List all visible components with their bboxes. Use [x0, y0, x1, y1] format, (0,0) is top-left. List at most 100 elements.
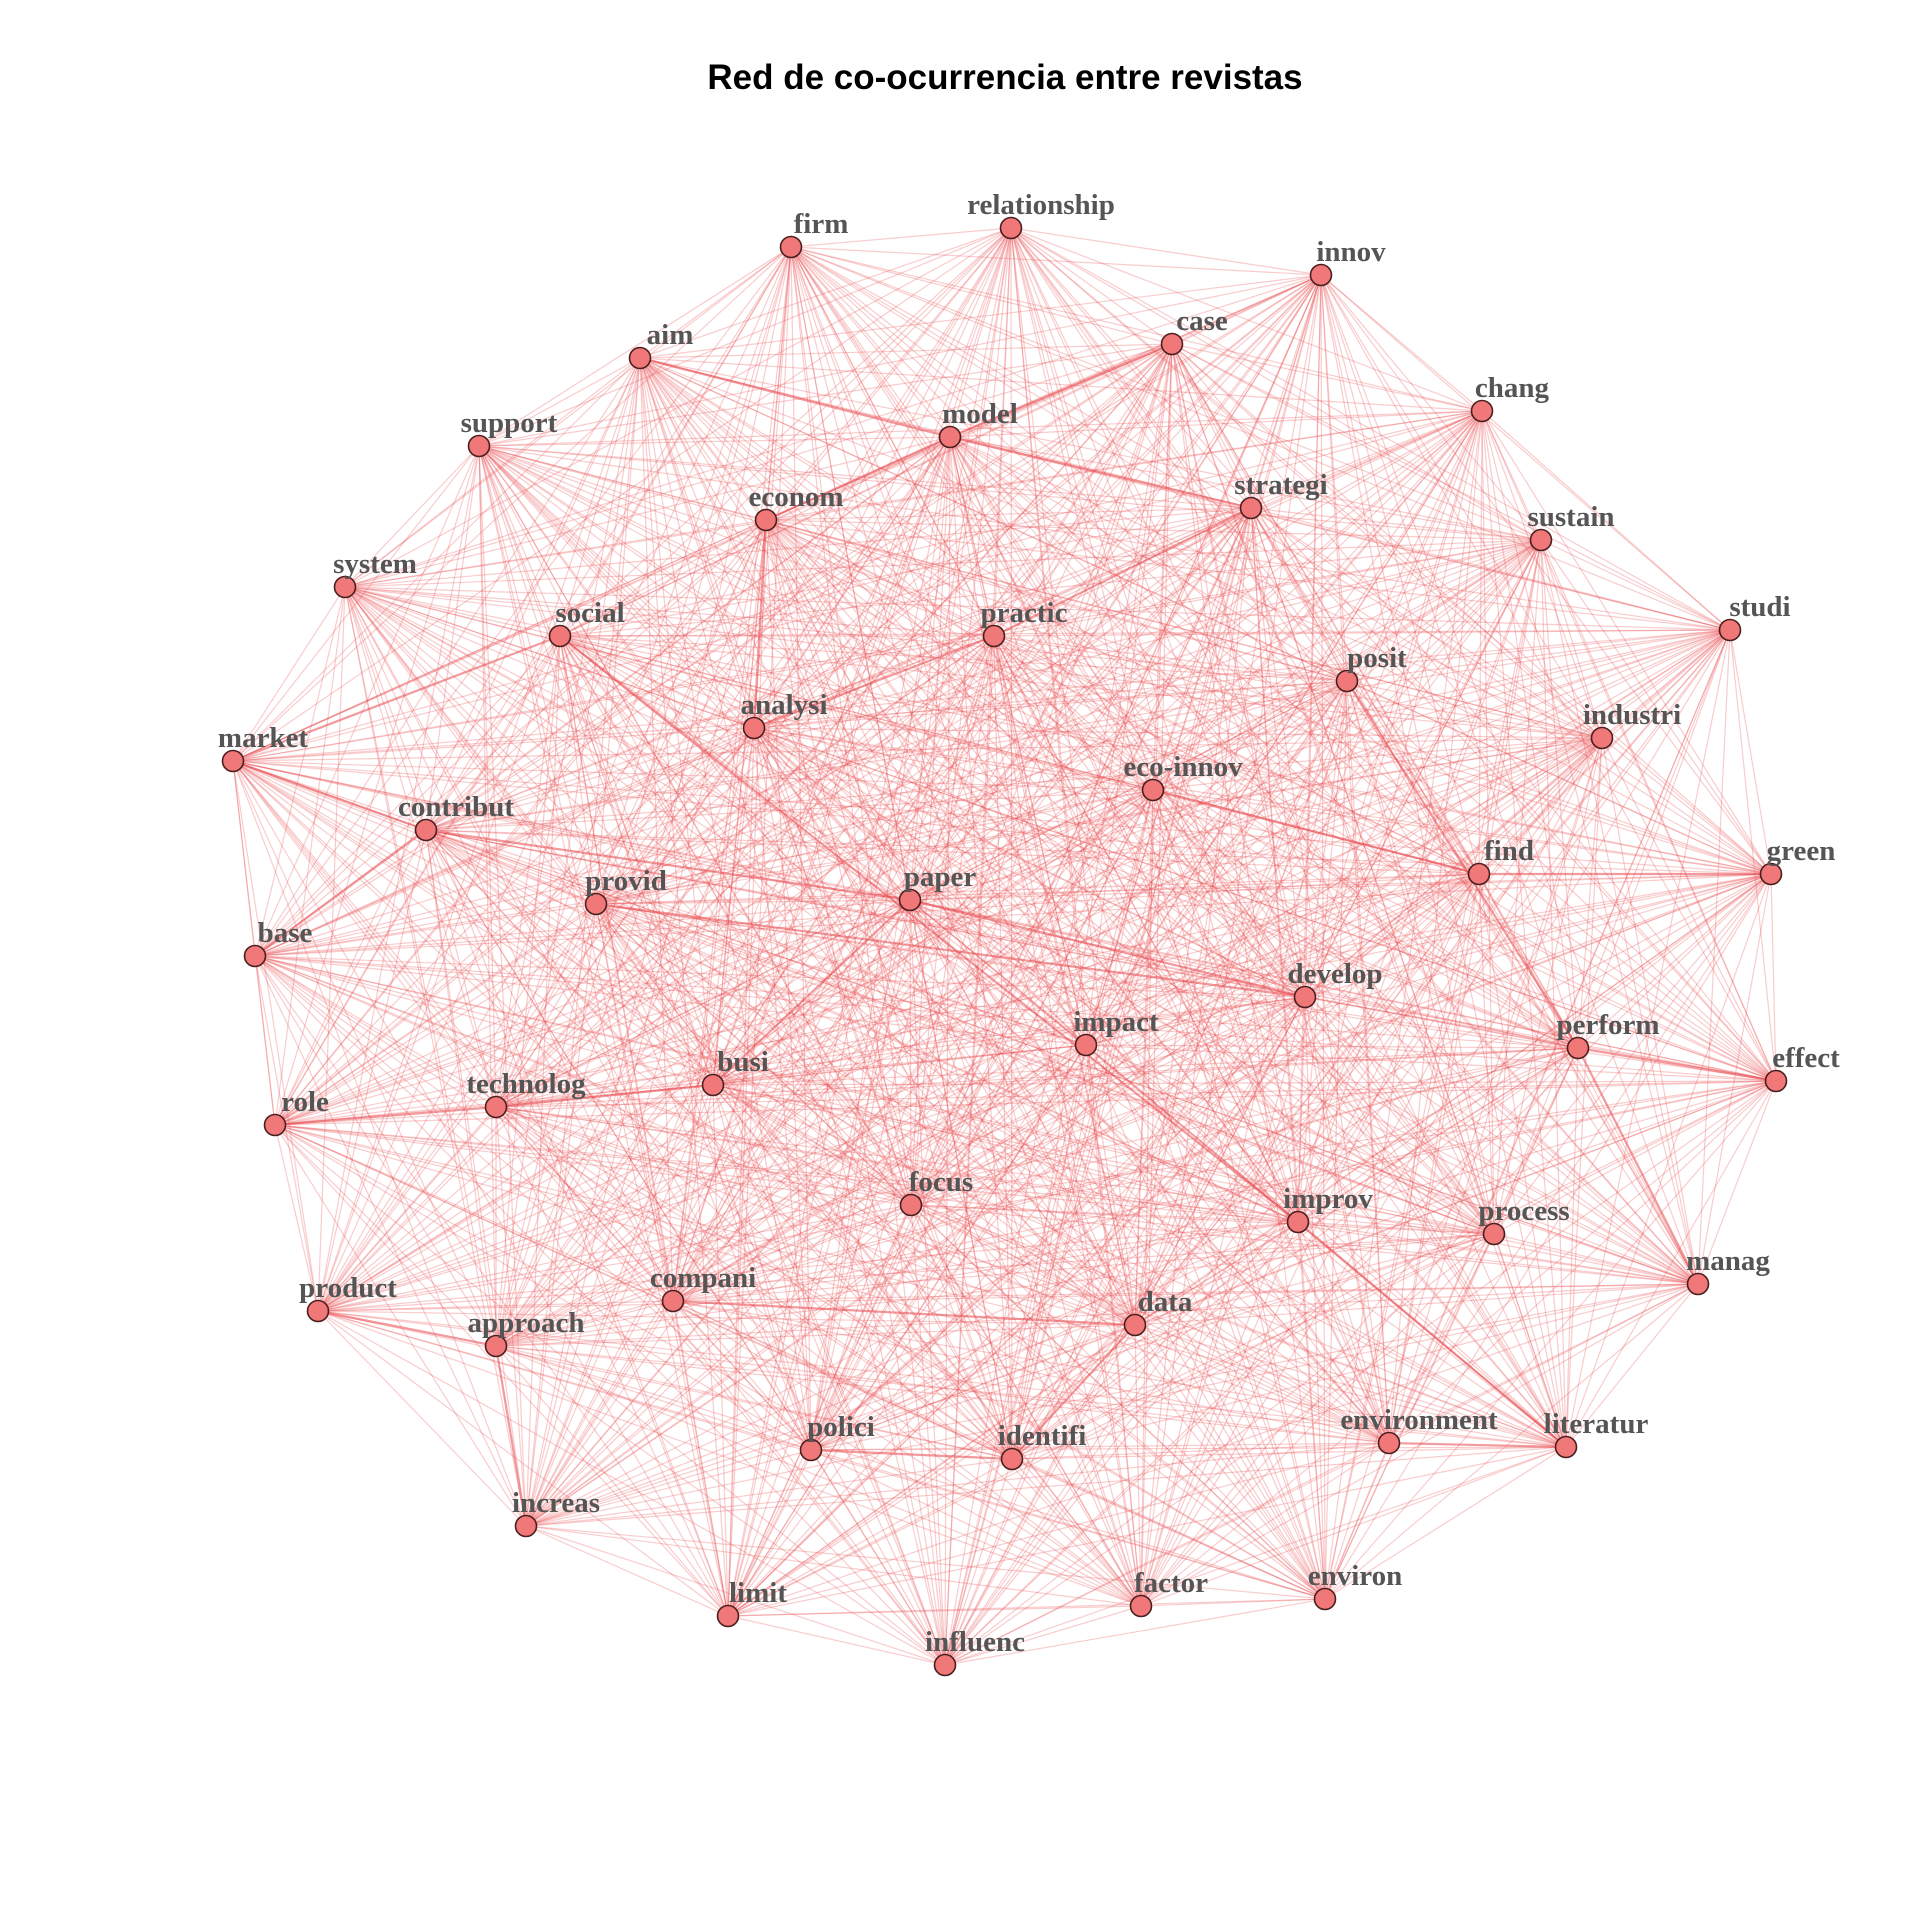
edge-case-impact: [1085, 343, 1173, 1046]
edge-social-influenc: [559, 635, 946, 1666]
edge-technolog-process: [495, 1106, 1495, 1235]
edge-firm-contribut: [425, 246, 792, 831]
edge-relationship-eco-innov: [1010, 227, 1154, 791]
edge-relationship-aim: [639, 227, 1012, 359]
edge-econom-find: [765, 519, 1480, 875]
edge-innov-compani: [672, 274, 1322, 1302]
edge-model-approach: [495, 436, 951, 1347]
node-firm[interactable]: firm: [779, 208, 849, 259]
edge-studi-focus: [910, 629, 1731, 1206]
node-contribut[interactable]: contribut: [398, 791, 514, 842]
edge-technolog-role: [274, 1105, 497, 1127]
node-base[interactable]: base: [243, 917, 313, 968]
edge-aim-model: [639, 356, 951, 439]
node-marker: [628, 346, 652, 370]
edge-chang-sustain: [1481, 410, 1542, 541]
node-effect[interactable]: effect: [1764, 1042, 1841, 1093]
node-paper[interactable]: paper: [898, 861, 977, 912]
node-technolog[interactable]: technolog: [466, 1068, 586, 1119]
node-influenc[interactable]: influenc: [925, 1626, 1025, 1677]
edge-perform-environ: [1324, 1047, 1579, 1600]
edge-firm-provid: [595, 246, 792, 905]
node-environ[interactable]: environ: [1308, 1560, 1403, 1611]
node-innov[interactable]: innov: [1309, 236, 1387, 287]
edge-social-increas: [525, 635, 561, 1527]
node-posit[interactable]: posit: [1335, 642, 1408, 693]
node-compani[interactable]: compani: [650, 1262, 756, 1313]
node-social[interactable]: social: [548, 597, 625, 648]
node-case[interactable]: case: [1160, 305, 1228, 356]
edge-perform-technolog: [495, 1047, 1579, 1108]
edge-innov-product: [317, 274, 1322, 1312]
edge-econom-approach: [495, 519, 767, 1347]
node-limit[interactable]: limit: [716, 1577, 788, 1628]
edge-focus-increas: [525, 1204, 912, 1527]
edge-studi-posit: [1346, 629, 1731, 682]
node-model[interactable]: model: [938, 398, 1018, 449]
node-busi[interactable]: busi: [701, 1046, 769, 1097]
node-strategi[interactable]: strategi: [1234, 469, 1328, 520]
edge-industri-eco-innov: [1152, 737, 1603, 791]
node-process[interactable]: process: [1478, 1195, 1570, 1246]
edge-support-effect: [478, 445, 1777, 1082]
node-label: increas: [512, 1487, 600, 1519]
edge-relationship-support: [478, 227, 1012, 447]
node-polici[interactable]: polici: [799, 1411, 875, 1462]
node-analysi[interactable]: analysi: [740, 689, 828, 740]
node-chang[interactable]: chang: [1470, 372, 1550, 423]
edge-eco-innov-improv: [1152, 789, 1299, 1223]
edge-find-provid: [595, 873, 1480, 905]
node-increas[interactable]: increas: [512, 1487, 600, 1538]
node-econom[interactable]: econom: [748, 481, 844, 532]
edge-firm-compani: [672, 246, 792, 1302]
edge-innov-perform: [1320, 274, 1579, 1049]
edge-studi-analysi: [753, 629, 1731, 729]
node-role[interactable]: role: [263, 1086, 330, 1137]
edge-role-manag: [274, 1124, 1699, 1285]
edge-social-green: [559, 635, 1772, 875]
node-focus[interactable]: focus: [899, 1166, 974, 1217]
node-improv[interactable]: improv: [1283, 1183, 1373, 1234]
edge-manag-compani: [672, 1283, 1699, 1302]
node-impact[interactable]: impact: [1073, 1006, 1159, 1057]
edge-develop-approach: [495, 996, 1306, 1347]
node-practic[interactable]: practic: [981, 597, 1068, 648]
node-green[interactable]: green: [1759, 835, 1836, 886]
node-support[interactable]: support: [461, 407, 558, 458]
node-label: provid: [585, 865, 667, 897]
node-industri[interactable]: industri: [1583, 699, 1681, 750]
node-provid[interactable]: provid: [584, 865, 667, 916]
edge-role-environ: [274, 1124, 1326, 1600]
node-sustain[interactable]: sustain: [1527, 501, 1615, 552]
node-factor[interactable]: factor: [1129, 1567, 1209, 1618]
edge-develop-focus: [910, 996, 1306, 1206]
edge-sustain-manag: [1540, 539, 1699, 1285]
node-eco-innov[interactable]: eco-innov: [1123, 751, 1243, 802]
node-identifi[interactable]: identifi: [998, 1420, 1087, 1471]
node-relationship[interactable]: relationship: [967, 189, 1115, 240]
node-literatur[interactable]: literatur: [1544, 1408, 1649, 1459]
node-environment[interactable]: environment: [1340, 1404, 1498, 1455]
node-label: influenc: [925, 1626, 1025, 1658]
node-market[interactable]: market: [218, 722, 309, 773]
edge-sustain-literatur: [1540, 539, 1567, 1448]
node-approach[interactable]: approach: [467, 1307, 585, 1358]
node-perform[interactable]: perform: [1556, 1009, 1660, 1060]
node-aim[interactable]: aim: [628, 319, 694, 370]
node-data[interactable]: data: [1123, 1286, 1193, 1337]
edge-chang-polici: [810, 410, 1483, 1451]
edge-focus-compani: [672, 1204, 912, 1302]
edge-focus-literatur: [910, 1204, 1567, 1448]
node-product[interactable]: product: [299, 1272, 397, 1323]
node-manag[interactable]: manag: [1686, 1245, 1770, 1296]
edge-chang-factor: [1140, 410, 1483, 1607]
node-find[interactable]: find: [1467, 835, 1534, 886]
node-system[interactable]: system: [333, 548, 417, 599]
edge-paper-impact: [909, 899, 1087, 1046]
node-studi[interactable]: studi: [1718, 591, 1791, 642]
node-develop[interactable]: develop: [1287, 958, 1383, 1009]
edge-market-approach: [232, 760, 497, 1347]
edge-strategi-technolog: [495, 507, 1252, 1108]
edge-environment-limit: [727, 1442, 1390, 1617]
edge-support-perform: [478, 445, 1579, 1049]
